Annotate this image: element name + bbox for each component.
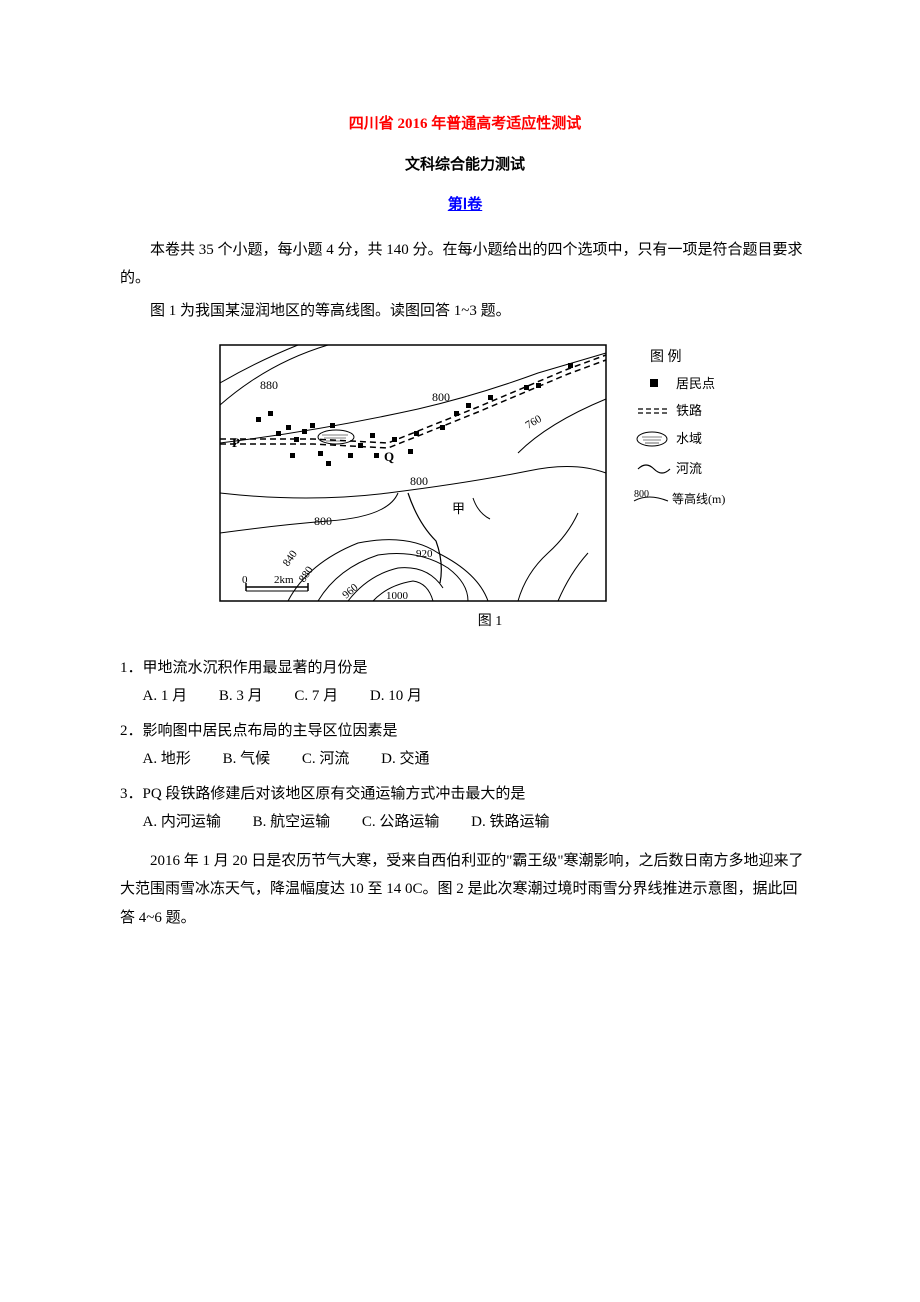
q1-opt-d: D. 10 月: [370, 688, 422, 704]
svg-text:800: 800: [634, 489, 649, 500]
q1-opt-c: C. 7 月: [294, 688, 338, 704]
svg-text:880: 880: [260, 378, 278, 392]
q2-opt-c: C. 河流: [302, 751, 350, 767]
context-2: 2016 年 1 月 20 日是农历节气大寒，受来自西伯利亚的"霸王级"寒潮影响…: [120, 847, 810, 933]
figure-1-caption: 图 1: [170, 609, 810, 636]
svg-text:居民点: 居民点: [676, 376, 715, 391]
svg-text:800: 800: [410, 474, 428, 488]
svg-text:800: 800: [314, 514, 332, 528]
svg-text:1000: 1000: [386, 590, 409, 602]
question-3-stem: 3．PQ 段铁路修建后对该地区原有交通运输方式冲击最大的是: [120, 780, 810, 809]
intro-paragraph: 本卷共 35 个小题，每小题 4 分，共 140 分。在每小题给出的四个选项中，…: [120, 236, 810, 293]
svg-text:水域: 水域: [676, 431, 702, 446]
q3-opt-c: C. 公路运输: [362, 814, 440, 830]
svg-text:0: 0: [242, 574, 248, 586]
question-2: 2．影响图中居民点布局的主导区位因素是 A. 地形 B. 气候 C. 河流 D.…: [120, 717, 810, 774]
figure-1-container: 880 800 760 800 800 840 880 920 960 1000: [120, 343, 810, 636]
title-main: 四川省 2016 年普通高考适应性测试: [120, 110, 810, 139]
figure-1-map: 880 800 760 800 800 840 880 920 960 1000: [218, 343, 608, 603]
q2-opt-a: A. 地形: [143, 751, 191, 767]
question-3-options: A. 内河运输 B. 航空运输 C. 公路运输 D. 铁路运输: [120, 808, 810, 837]
svg-text:甲: 甲: [452, 501, 465, 516]
question-1-stem: 1．甲地流水沉积作用最显著的月份是: [120, 654, 810, 683]
q1-opt-a: A. 1 月: [143, 688, 188, 704]
q2-opt-b: B. 气候: [223, 751, 271, 767]
svg-text:河流: 河流: [676, 461, 702, 476]
q1-opt-b: B. 3 月: [219, 688, 263, 704]
svg-text:P: P: [232, 435, 240, 450]
question-1-options: A. 1 月 B. 3 月 C. 7 月 D. 10 月: [120, 682, 810, 711]
svg-text:2km: 2km: [274, 574, 294, 586]
svg-text:920: 920: [416, 548, 433, 560]
svg-text:等高线(m): 等高线(m): [672, 491, 725, 506]
svg-text:铁路: 铁路: [676, 403, 702, 418]
svg-text:800: 800: [432, 390, 450, 404]
q3-opt-a: A. 内河运输: [143, 814, 221, 830]
question-3: 3．PQ 段铁路修建后对该地区原有交通运输方式冲击最大的是 A. 内河运输 B.…: [120, 780, 810, 837]
figure-1-legend: 图 例 居民点 铁路 水域 河流 800 等高线(m): [632, 343, 762, 538]
figure-intro: 图 1 为我国某湿润地区的等高线图。读图回答 1~3 题。: [120, 297, 810, 326]
question-2-stem: 2．影响图中居民点布局的主导区位因素是: [120, 717, 810, 746]
title-sub: 文科综合能力测试: [120, 151, 810, 180]
q3-opt-b: B. 航空运输: [253, 814, 331, 830]
svg-text:图 例: 图 例: [650, 349, 682, 365]
question-2-options: A. 地形 B. 气候 C. 河流 D. 交通: [120, 745, 810, 774]
q3-opt-d: D. 铁路运输: [471, 814, 549, 830]
question-1: 1．甲地流水沉积作用最显著的月份是 A. 1 月 B. 3 月 C. 7 月 D…: [120, 654, 810, 711]
section-header: 第Ⅰ卷: [120, 191, 810, 220]
q2-opt-d: D. 交通: [381, 751, 429, 767]
svg-text:Q: Q: [384, 449, 394, 464]
